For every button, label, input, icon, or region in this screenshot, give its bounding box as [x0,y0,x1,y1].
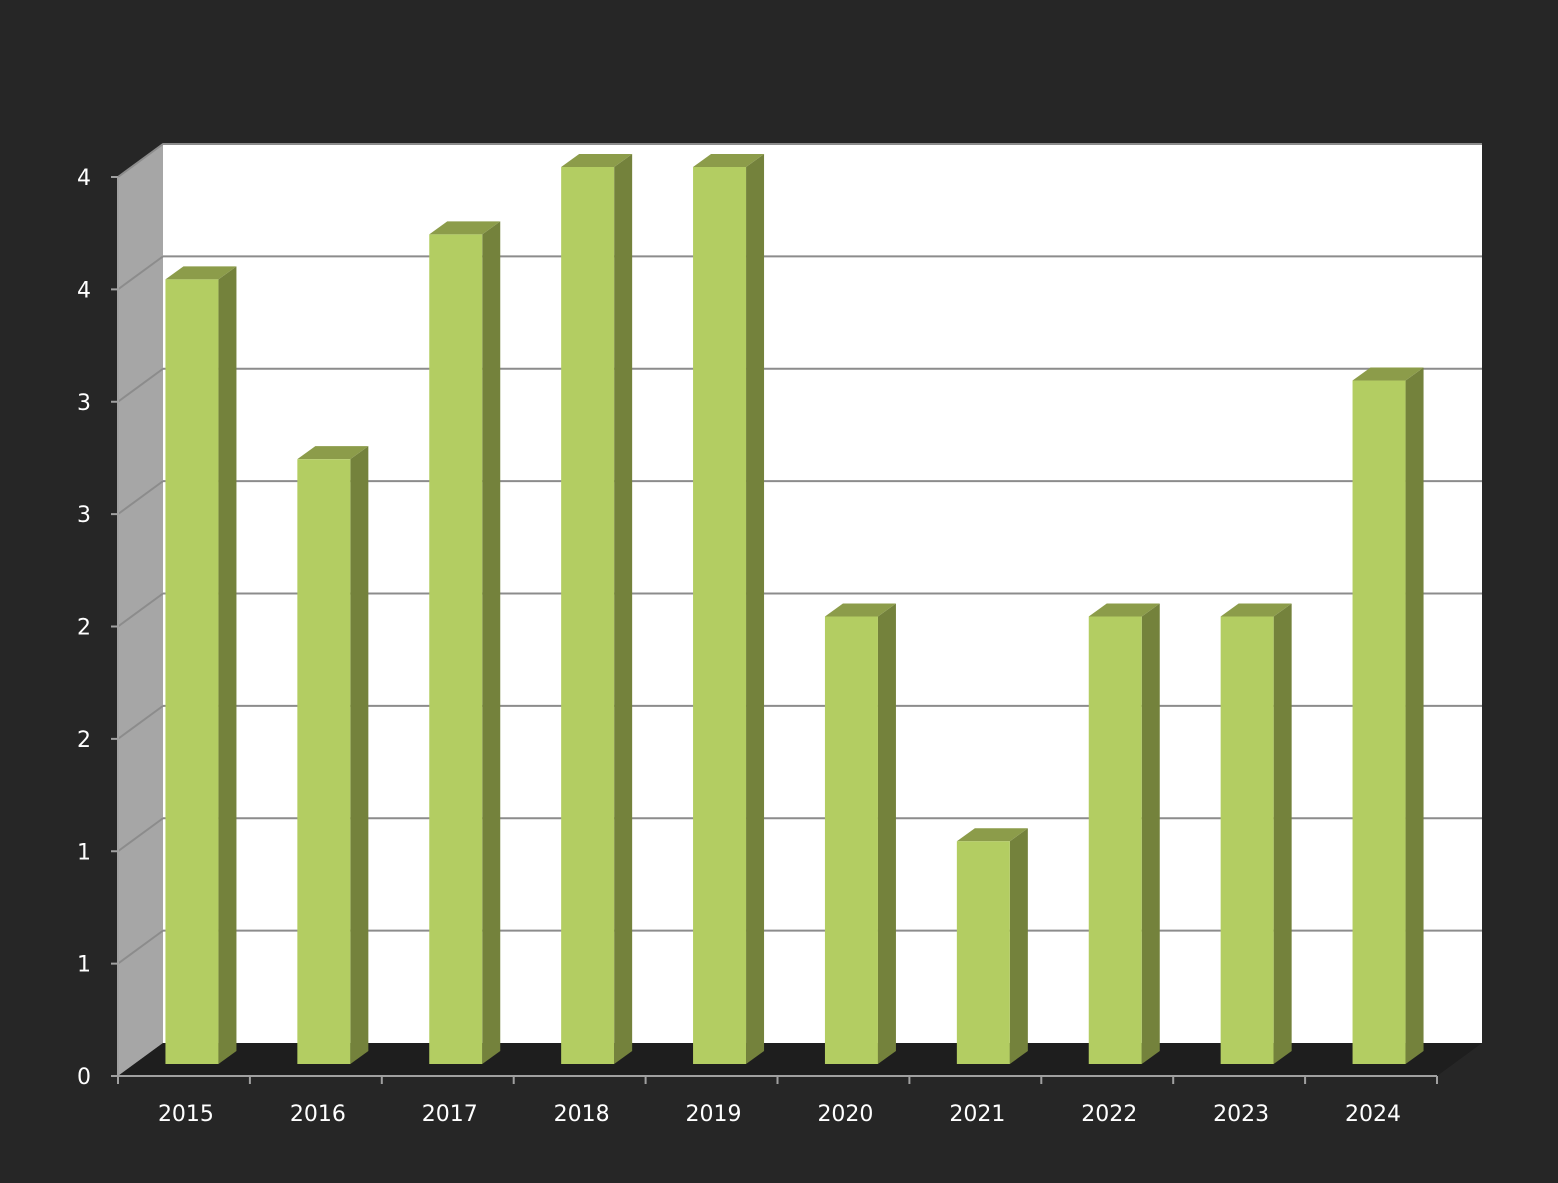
x-tick-label: 2019 [686,1102,742,1127]
x-tick-label: 2018 [554,1102,610,1127]
bar-side [482,221,501,1065]
bar-side [1273,603,1292,1064]
x-axis-tick-labels: 2015 2016 2017 2018 2019 2020 2021 2022 2023 2024 [158,1102,1401,1127]
x-tick-label: 2024 [1345,1102,1401,1127]
x-tick-label: 2015 [158,1102,214,1127]
bar-front [956,841,1010,1064]
side-gridline [117,817,164,853]
bar-side [1009,828,1028,1064]
y-tick-label: 4 [77,166,91,191]
x-tick-label: 2017 [422,1102,478,1127]
y-tick-label: 4 [77,278,91,303]
side-gridline [117,480,164,515]
bar-side [877,603,896,1064]
bar-side [350,446,369,1064]
x-tick-label: 2016 [290,1102,346,1127]
bar-front [429,234,483,1065]
bar-top [165,266,237,280]
bar-front [297,459,351,1064]
bar-front [1352,380,1406,1064]
bar-top [561,154,633,167]
side-gridline [117,143,164,178]
bar-side [614,154,633,1064]
bar [1220,603,1292,1064]
bar-side [218,266,237,1064]
y-tick-label: 3 [77,503,91,528]
bar-top [1088,603,1160,617]
x-tick-label: 2020 [817,1102,873,1127]
bar-top [429,221,501,235]
y-tick-label: 1 [77,953,91,978]
x-tick-label: 2021 [949,1102,1005,1127]
bar [561,154,633,1064]
bar [956,828,1028,1064]
y-axis-tick-labels: 0 1 1 2 2 3 3 4 4 [77,166,91,1090]
x-tick-label: 2022 [1081,1102,1137,1127]
bar-front [693,167,747,1064]
bar-front [165,279,219,1064]
bar-top [1220,603,1292,617]
bar-top [297,446,369,460]
side-gridline [117,367,164,403]
y-tick-label: 0 [77,1065,91,1090]
bar-top [956,828,1028,842]
bar-top [824,603,896,617]
axes [111,176,1438,1084]
side-gridline [117,592,164,628]
bar [1088,603,1160,1064]
side-gridline [117,705,164,740]
bars [165,154,1424,1065]
bar [824,603,896,1064]
y-tick-label: 2 [77,728,91,753]
bar-side [1141,603,1160,1064]
side-gridline [117,255,164,291]
x-tick-label: 2023 [1213,1102,1269,1127]
bar-front [1088,616,1142,1064]
y-tick-label: 2 [77,616,91,641]
bar-top [693,154,765,167]
bar-front [824,616,878,1064]
bar [297,446,369,1064]
bar-side [1405,367,1424,1064]
bar [1352,367,1424,1064]
bar-side [746,154,765,1064]
side-gridline [117,929,164,965]
bar-top [1352,367,1424,381]
bar-front [1220,616,1274,1064]
y-tick-label: 3 [77,391,91,416]
y-tick-label: 1 [77,840,91,865]
bar [693,154,765,1064]
bar [429,221,501,1065]
bar-front [561,167,615,1064]
bar [165,266,237,1064]
